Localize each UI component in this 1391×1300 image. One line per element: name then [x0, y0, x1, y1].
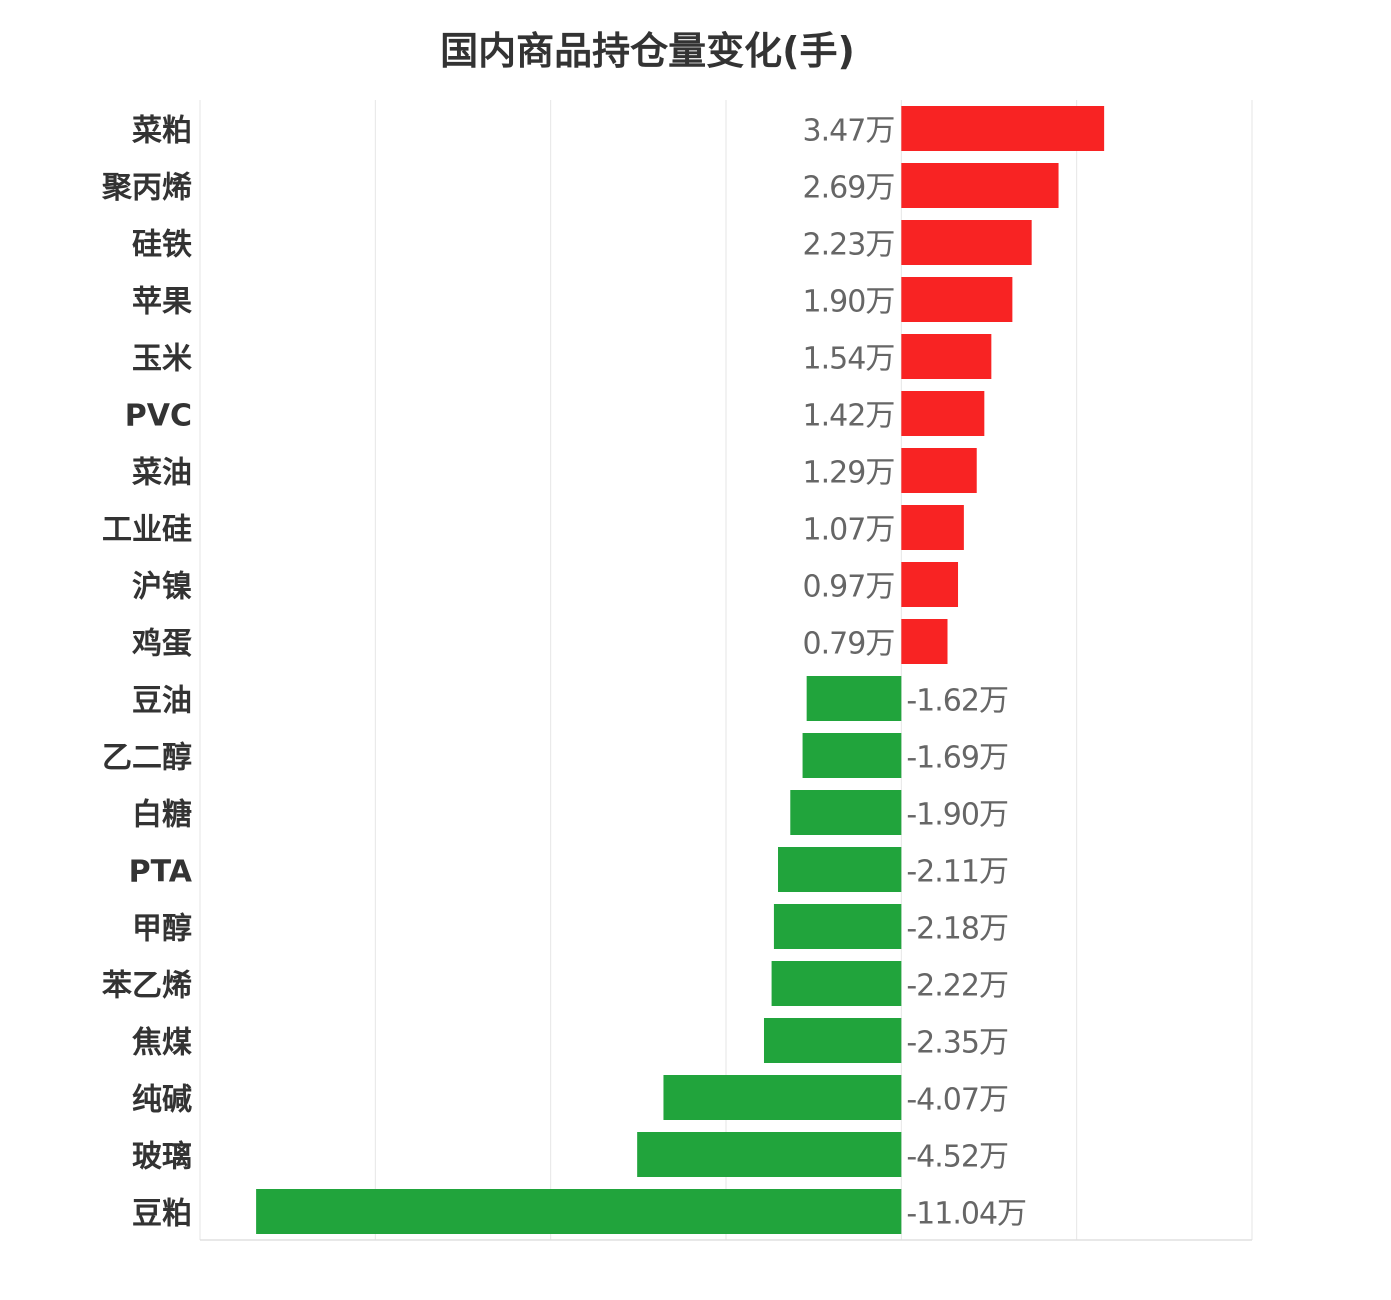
bar [778, 847, 902, 892]
category-label: 豆油 [132, 684, 192, 719]
data-label: -1.62万 [906, 684, 1008, 719]
data-label: -2.18万 [906, 912, 1008, 947]
category-label: 聚丙烯 [101, 171, 192, 206]
bar [790, 790, 902, 835]
data-label: 1.90万 [803, 285, 895, 320]
bar [901, 505, 964, 550]
bar [637, 1132, 902, 1177]
category-label: 玻璃 [132, 1140, 192, 1175]
data-label: 3.47万 [803, 114, 895, 149]
category-label: PTA [129, 855, 193, 890]
category-label: 豆粕 [132, 1197, 192, 1232]
data-label: -2.22万 [906, 969, 1008, 1004]
data-label: 1.42万 [803, 399, 895, 434]
bar [771, 961, 902, 1006]
category-label: 乙二醇 [102, 741, 192, 776]
category-label: 苹果 [132, 285, 192, 320]
data-label: -2.11万 [906, 855, 1008, 890]
category-label: 菜粕 [132, 114, 192, 149]
bar [901, 448, 977, 493]
data-label: 0.79万 [803, 627, 895, 662]
bar [901, 391, 985, 436]
bar [901, 106, 1105, 151]
category-label: 苯乙烯 [102, 969, 192, 1004]
bar [806, 676, 902, 721]
bar [773, 904, 902, 949]
data-label: -4.07万 [906, 1083, 1008, 1118]
data-label: 1.29万 [803, 456, 895, 491]
bar [763, 1018, 902, 1063]
bar [901, 334, 992, 379]
category-label: 鸡蛋 [132, 627, 192, 662]
category-label: 菜油 [132, 456, 192, 491]
data-label: 2.69万 [803, 171, 895, 206]
data-label: 1.07万 [803, 513, 895, 548]
data-label: 0.97万 [803, 570, 895, 605]
bar [901, 277, 1013, 322]
category-label: 白糖 [132, 798, 192, 833]
data-label: -1.90万 [906, 798, 1008, 833]
bar [901, 619, 948, 664]
category-label: 工业硅 [102, 513, 192, 548]
bar [901, 562, 959, 607]
data-label: -4.52万 [906, 1140, 1008, 1175]
category-label: 沪镍 [132, 570, 192, 605]
bar [901, 220, 1032, 265]
data-label: -1.69万 [906, 741, 1008, 776]
category-label: 玉米 [132, 342, 192, 377]
category-label: 焦煤 [132, 1026, 192, 1061]
data-label: -11.04万 [906, 1197, 1026, 1232]
bar [256, 1189, 902, 1234]
data-label: 2.23万 [803, 228, 895, 263]
data-label: 1.54万 [803, 342, 895, 377]
category-label: 硅铁 [132, 228, 192, 263]
chart-title: 国内商品持仓量变化(手) [440, 29, 855, 73]
category-label: PVC [125, 399, 192, 434]
category-label: 甲醇 [132, 912, 192, 947]
bar [663, 1075, 902, 1120]
bar [901, 163, 1059, 208]
category-label: 纯碱 [132, 1083, 192, 1118]
data-label: -2.35万 [906, 1026, 1008, 1061]
bar [802, 733, 902, 778]
